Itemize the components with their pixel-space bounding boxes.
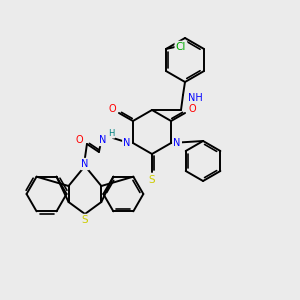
Text: S: S — [149, 175, 155, 185]
Text: N: N — [123, 138, 130, 148]
Text: H: H — [108, 128, 114, 137]
Text: S: S — [82, 215, 88, 225]
Text: N: N — [99, 135, 106, 145]
Text: NH: NH — [188, 93, 202, 103]
Text: N: N — [81, 159, 88, 169]
Text: O: O — [188, 104, 196, 114]
Text: Cl: Cl — [176, 42, 186, 52]
Text: O: O — [75, 135, 83, 145]
Text: N: N — [173, 138, 181, 148]
Text: N: N — [173, 138, 181, 148]
Text: O: O — [108, 104, 116, 114]
